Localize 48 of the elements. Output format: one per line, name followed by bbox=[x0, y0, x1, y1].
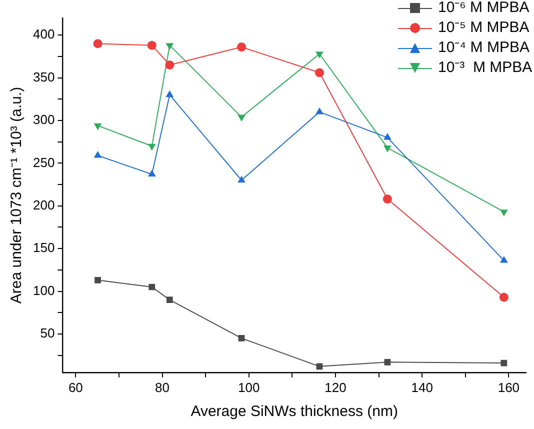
x-tick-label: 140 bbox=[411, 380, 433, 395]
point bbox=[93, 39, 102, 48]
x-tick-label: 60 bbox=[68, 380, 83, 395]
point bbox=[316, 363, 323, 370]
legend-label: 10⁻³ M MPBA bbox=[438, 58, 532, 78]
x-axis-title: Average SiNWs thickness (nm) bbox=[190, 403, 398, 420]
point bbox=[500, 360, 508, 366]
point bbox=[316, 52, 324, 58]
point bbox=[166, 90, 174, 98]
y-tick-label: 200 bbox=[32, 197, 55, 212]
point bbox=[384, 133, 392, 140]
point bbox=[166, 43, 174, 50]
point bbox=[500, 256, 508, 263]
point bbox=[94, 123, 102, 130]
legend-label: 10⁻⁵ M MPBA bbox=[438, 18, 530, 38]
legend-label: 10⁻⁶ M MPBA bbox=[438, 0, 530, 18]
point bbox=[148, 170, 156, 177]
point bbox=[94, 150, 102, 158]
point bbox=[384, 358, 391, 366]
point bbox=[148, 144, 156, 151]
point bbox=[384, 146, 392, 152]
y-tick-label: 300 bbox=[32, 112, 55, 128]
point bbox=[500, 210, 508, 216]
x-tick-label: 120 bbox=[324, 380, 346, 395]
y-tick-label: 100 bbox=[32, 282, 55, 298]
y-tick-label: 250 bbox=[32, 154, 55, 170]
point bbox=[165, 60, 174, 70]
point bbox=[238, 114, 246, 122]
point bbox=[166, 296, 173, 303]
point bbox=[147, 40, 156, 50]
legend-label: 10⁻⁴ M MPBA bbox=[438, 38, 530, 58]
point bbox=[94, 276, 101, 284]
point bbox=[499, 292, 508, 302]
point bbox=[238, 335, 245, 342]
y-axis-title: Area under 1073 cm⁻¹ *10³ (a.u.) bbox=[8, 86, 26, 304]
point bbox=[382, 194, 392, 204]
y-tick-label: 50 bbox=[40, 326, 55, 341]
point bbox=[148, 284, 156, 290]
y-tick-label: 150 bbox=[32, 240, 55, 256]
y-tick-label: 350 bbox=[32, 69, 55, 84]
point bbox=[314, 68, 324, 78]
point bbox=[238, 176, 246, 183]
x-tick-label: 160 bbox=[498, 380, 520, 395]
x-tick-label: 80 bbox=[155, 380, 170, 395]
point bbox=[237, 42, 246, 52]
x-tick-label: 100 bbox=[238, 380, 260, 395]
point bbox=[316, 107, 324, 114]
y-tick-label: 400 bbox=[32, 26, 55, 42]
